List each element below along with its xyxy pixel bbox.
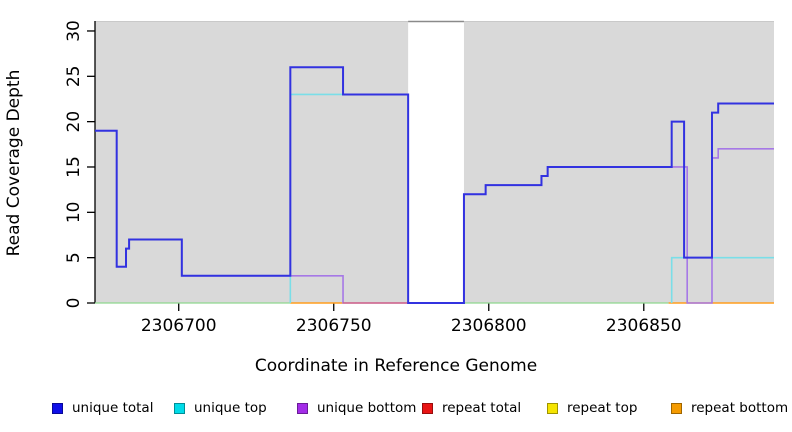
x-tick-label: 2306850 xyxy=(606,316,682,336)
legend-item-unique-top: unique top xyxy=(174,399,267,417)
legend-item-unique-total: unique total xyxy=(52,399,153,417)
y-axis-title: Read Coverage Depth xyxy=(4,69,24,257)
y-tick-label: 10 xyxy=(64,202,84,224)
unique-top-swatch-icon xyxy=(174,402,185,414)
y-tick-label: 0 xyxy=(64,298,84,309)
series-line-unique-total xyxy=(95,66,774,304)
legend-label: unique bottom xyxy=(317,400,417,416)
repeat-bottom-swatch-icon xyxy=(671,402,682,414)
x-axis-title: Coordinate in Reference Genome xyxy=(254,356,538,376)
x-tick-label: 2306700 xyxy=(141,316,217,336)
legend-item-unique-bottom: unique bottom xyxy=(297,399,416,417)
unique-total-swatch-icon xyxy=(52,402,63,414)
no-data-region xyxy=(408,21,464,303)
legend-label: repeat top xyxy=(567,400,638,416)
y-tick-label: 20 xyxy=(64,111,84,133)
y-tick-label: 30 xyxy=(64,20,84,42)
legend-label: repeat total xyxy=(442,400,522,416)
legend-label: unique total xyxy=(72,400,154,416)
x-tick-label: 2306750 xyxy=(296,316,372,336)
series-line-unique-top xyxy=(670,256,774,303)
x-tick-label: 2306800 xyxy=(451,316,527,336)
legend-item-repeat-total: repeat total xyxy=(422,399,521,417)
unique-bottom-swatch-icon xyxy=(297,402,308,414)
y-tick-label: 25 xyxy=(64,65,84,87)
y-tick-label: 5 xyxy=(64,252,84,263)
legend: unique total unique top unique bottom re… xyxy=(0,399,792,419)
legend-label: repeat bottom xyxy=(691,400,789,416)
repeat-total-swatch-icon xyxy=(422,402,433,414)
repeat-top-swatch-icon xyxy=(547,402,558,414)
y-tick-label: 15 xyxy=(64,156,84,178)
legend-item-repeat-top: repeat top xyxy=(547,399,637,417)
legend-item-repeat-bottom: repeat bottom xyxy=(671,399,788,417)
legend-label: unique top xyxy=(194,400,267,416)
